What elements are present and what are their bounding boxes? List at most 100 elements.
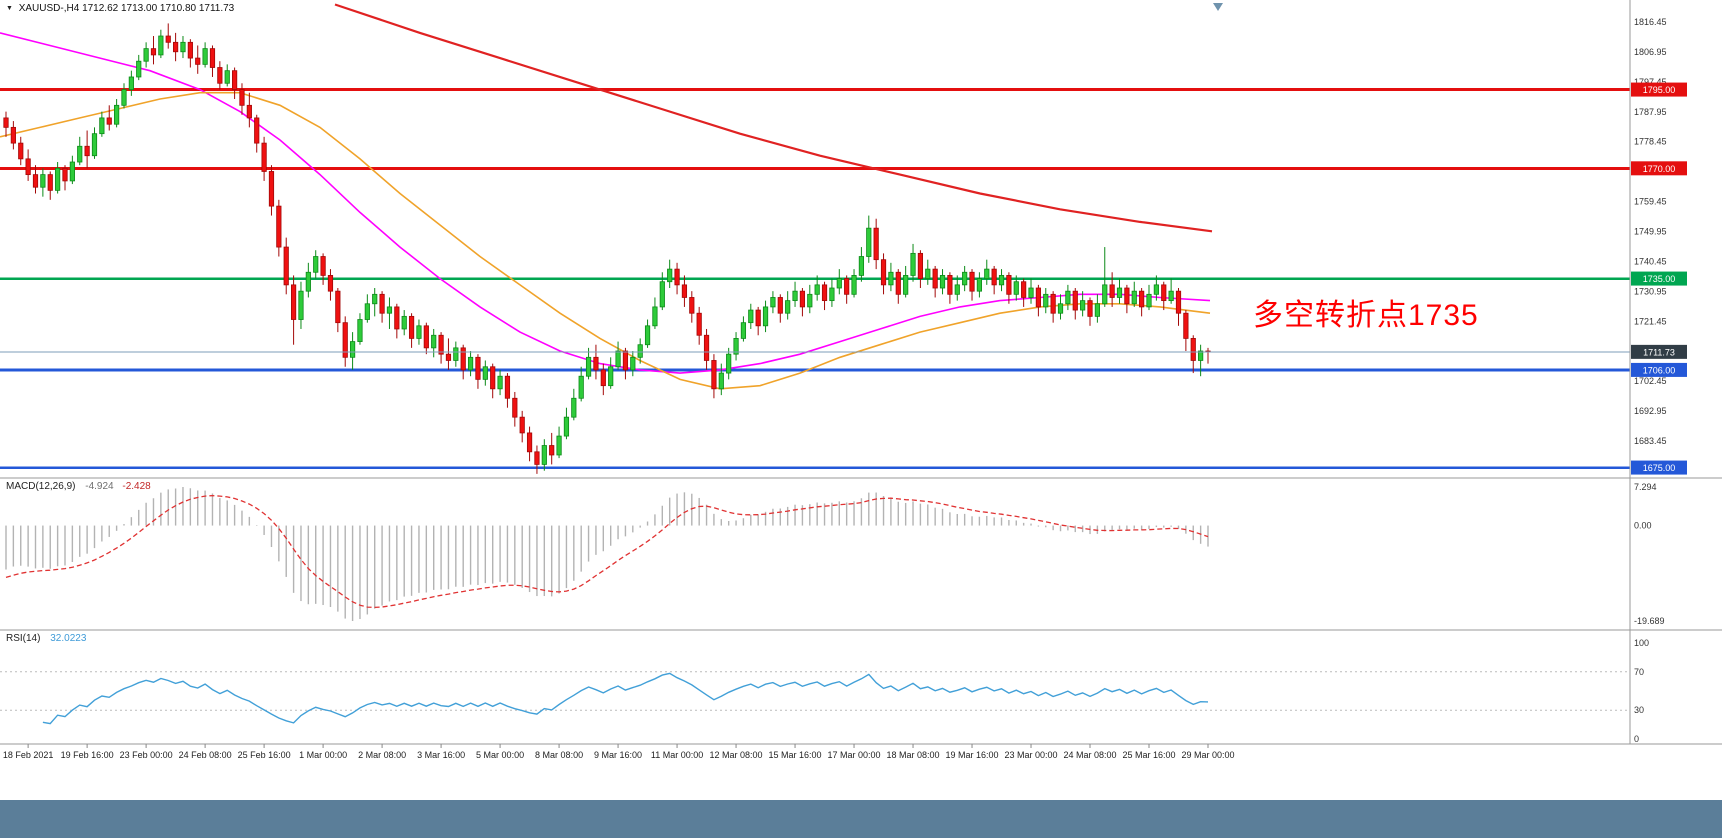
time-axis-label: 5 Mar 00:00 [476, 750, 524, 760]
candle [733, 332, 739, 361]
symbol-dropdown-icon[interactable]: ▼ [6, 5, 13, 12]
candle [991, 265, 997, 295]
candle [740, 316, 747, 342]
candle [1198, 344, 1204, 377]
candle [150, 36, 157, 65]
candle [3, 111, 9, 137]
candle [25, 149, 31, 181]
candle [969, 269, 975, 301]
candle [1161, 281, 1167, 311]
rsi-axis-label: 0 [1634, 734, 1639, 744]
candle [644, 319, 651, 348]
candle [1035, 284, 1041, 317]
candle [814, 275, 820, 301]
price-axis-label: 1816.45 [1634, 17, 1667, 27]
chart-title: ▼ XAUUSD-,H4 1712.62 1713.00 1710.80 171… [6, 3, 234, 14]
candle [298, 281, 304, 329]
candle [519, 410, 525, 443]
macd-axis-label: -19.689 [1634, 616, 1665, 626]
chart-canvas[interactable]: 1816.451806.951797.451787.951778.451768.… [0, 0, 1722, 800]
candle [467, 351, 474, 377]
candle [106, 105, 112, 131]
price-axis-label: 1749.95 [1634, 226, 1667, 236]
macd-indicator-label: MACD(12,26,9) -4.924 -2.428 [6, 481, 151, 492]
candle [807, 284, 813, 314]
candle [165, 23, 171, 49]
candle [755, 306, 761, 336]
candle [69, 155, 75, 185]
time-axis-label: 23 Feb 00:00 [120, 750, 173, 760]
price-badge-1675.00: 1675.00 [1631, 460, 1687, 475]
price-axis-label: 1702.45 [1634, 376, 1667, 386]
price-axis-label: 1721.45 [1634, 316, 1667, 326]
candle [349, 332, 356, 370]
candle [954, 275, 960, 301]
candle [534, 445, 540, 474]
candle [1205, 347, 1211, 364]
candle [438, 332, 444, 364]
candle [600, 363, 606, 396]
time-axis-label: 3 Mar 16:00 [417, 750, 465, 760]
candle [1087, 297, 1093, 326]
symbol-info: XAUUSD-,H4 1712.62 1713.00 1710.80 1711.… [18, 3, 235, 14]
candle [836, 269, 842, 295]
price-badge-1711.73: 1711.73 [1631, 344, 1687, 359]
candle [659, 272, 665, 311]
candle [667, 259, 673, 289]
candle [903, 265, 909, 298]
candle [143, 42, 149, 68]
candle [652, 297, 658, 329]
candle [77, 136, 83, 166]
candle [1094, 294, 1100, 323]
candle [1006, 272, 1012, 304]
candle [785, 291, 791, 320]
candle [445, 338, 452, 370]
candle [829, 278, 835, 307]
candle [689, 291, 695, 323]
candle [232, 67, 238, 100]
candle [674, 262, 680, 295]
candle [32, 165, 39, 194]
candle [711, 354, 717, 399]
candle [121, 83, 127, 109]
last-bar-marker-icon [1213, 3, 1223, 11]
candle [762, 300, 769, 333]
candle [490, 363, 496, 399]
bottom-bar [0, 800, 1722, 838]
candle [888, 262, 894, 292]
rsi-indicator-name: RSI(14) [6, 633, 41, 644]
macd-signal-line [5, 494, 1209, 609]
candle [394, 303, 400, 339]
candle [563, 407, 570, 440]
candle [504, 373, 511, 408]
time-axis-label: 12 Mar 08:00 [710, 750, 763, 760]
candle [526, 426, 533, 462]
candle [578, 366, 584, 402]
candle [431, 328, 437, 358]
price-badge-1706.00: 1706.00 [1631, 362, 1687, 377]
candle [1131, 281, 1137, 307]
price-axis-label: 1759.45 [1634, 197, 1667, 207]
time-axis: 18 Feb 2021 19 Feb 16:00 23 Feb 00:00 24 Fe… [3, 744, 1235, 760]
candle [585, 347, 592, 380]
time-axis-label: 1 Mar 00:00 [299, 750, 347, 760]
candle [209, 45, 216, 77]
candle [84, 130, 90, 169]
candle [512, 391, 518, 427]
annotation-text: 多空转折点1735 [1253, 299, 1479, 332]
candle [608, 357, 614, 389]
candle [40, 168, 46, 197]
candle [372, 288, 378, 317]
svg-text:1711.73: 1711.73 [1643, 347, 1675, 357]
price-axis-label: 1740.45 [1634, 256, 1667, 266]
candle [1050, 291, 1056, 323]
price-axis-label: 1778.45 [1634, 137, 1667, 147]
price-axis-label: 1797.45 [1634, 77, 1667, 87]
candle [91, 127, 98, 159]
candle [128, 70, 134, 96]
candle [180, 36, 186, 59]
svg-text:1675.00: 1675.00 [1643, 463, 1676, 473]
candle [423, 322, 429, 355]
candle [453, 341, 459, 367]
candle [984, 259, 990, 285]
